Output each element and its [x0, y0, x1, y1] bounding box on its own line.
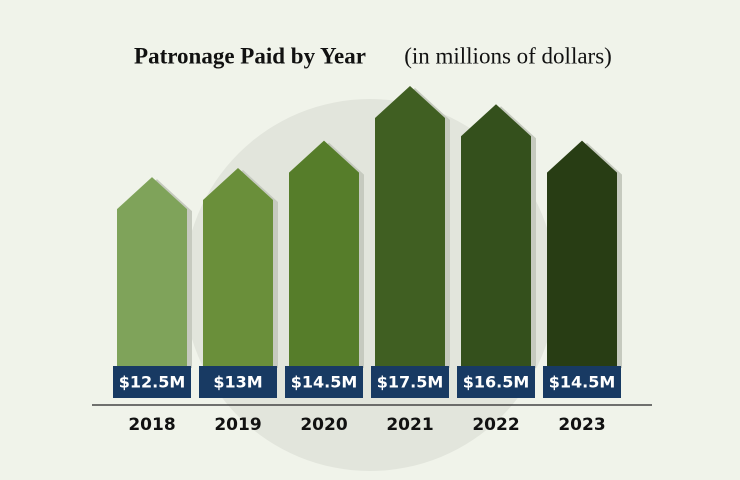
x-tick-label: 2018 [128, 415, 175, 435]
value-label-box [199, 366, 277, 398]
value-label: $14.5M [549, 373, 616, 392]
x-tick-label: 2021 [386, 415, 433, 435]
value-label-box [457, 366, 535, 398]
bar [547, 140, 617, 366]
chart-subtitle: (in millions of dollars) [404, 43, 612, 68]
bar [117, 177, 187, 366]
x-tick-label: 2020 [300, 415, 347, 435]
bar [289, 140, 359, 366]
x-tick-label: 2023 [558, 415, 605, 435]
value-label: $13M [213, 373, 262, 392]
x-tick-label: 2019 [214, 415, 261, 435]
value-label: $16.5M [463, 373, 530, 392]
value-label-box [543, 366, 621, 398]
value-label-box [371, 366, 449, 398]
value-label: $14.5M [291, 373, 358, 392]
bar [461, 104, 531, 366]
value-label: $12.5M [119, 373, 186, 392]
x-tick-label: 2022 [472, 415, 519, 435]
value-label-box [285, 366, 363, 398]
chart-title: Patronage Paid by Year [134, 43, 366, 68]
value-label-box [113, 366, 191, 398]
bar [203, 168, 273, 366]
value-label: $17.5M [377, 373, 444, 392]
bar [375, 86, 445, 366]
